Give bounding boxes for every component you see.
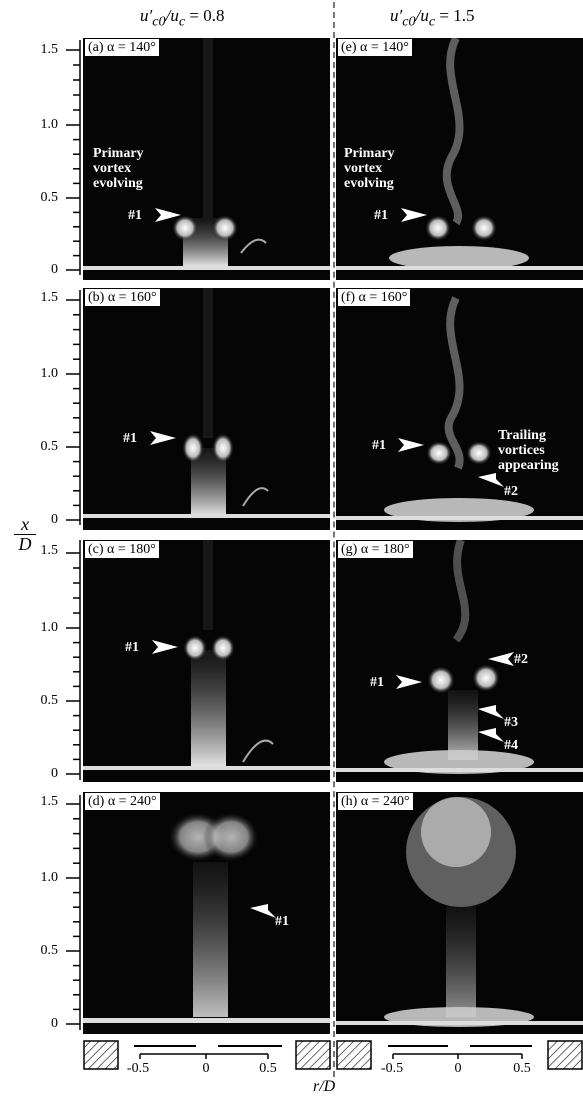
panel-c-marker-1: #1 [125,640,139,655]
panel-h: (h) α = 240° [336,792,583,1034]
panel-a-marker-1: #1 [128,208,142,223]
panel-g-arrow-3-icon [478,705,504,719]
panel-a-label: (a) α = 140° [85,39,159,56]
panel-b-marker-1: #1 [123,431,137,446]
panel-g-marker-1: #1 [370,675,384,690]
panel-e: (e) α = 140° Primary vortex evolving #1 [336,38,583,280]
panel-b-image [83,288,330,518]
panel-f-image [336,296,583,522]
y-tick-1-5-row4: 1.5 [40,794,59,809]
panel-g-label: (g) α = 180° [338,541,413,558]
y-axis-label: x D [14,515,36,554]
y-tick-0-row3: 0 [51,766,58,781]
panel-c: (c) α = 180° #1 [83,540,330,782]
y-tick-0-row4: 0 [51,1016,58,1031]
panel-f-arrow-2-icon [478,473,504,487]
panel-f-annotation: Trailing vortices appearing [498,428,559,473]
nozzle-schematic [83,1040,583,1070]
panel-g-marker-3: #3 [504,715,518,730]
panel-e-annotation: Primary vortex evolving [344,146,395,191]
panel-d-image [83,812,330,1023]
panel-h-image [336,797,583,1027]
panel-g-marker-2: #2 [514,652,528,667]
y-tick-1-0-row1: 1.0 [40,117,59,132]
panel-e-marker-1: #1 [374,208,388,223]
panel-d-label: (d) α = 240° [85,793,160,810]
panel-a: (a) α = 140° Primary vortex evolving #1 [83,38,330,280]
y-tick-0-5-row2: 0.5 [40,439,59,454]
panel-e-arrow-icon [401,208,427,222]
panel-a-arrow-icon [155,208,181,222]
y-axis [66,40,81,1030]
panel-d-marker-1: #1 [275,914,289,929]
x-tick-right-0-5: 0.5 [513,1061,531,1076]
y-tick-1-5-row3: 1.5 [40,543,59,558]
panel-b-arrow-icon [150,431,176,445]
y-tick-1-0-row3: 1.0 [40,620,59,635]
panel-a-image [83,38,330,270]
y-tick-0-5-row3: 0.5 [40,693,59,708]
panel-g-arrow-1-icon [396,675,422,689]
x-axis-label: r/D [313,1078,336,1095]
y-tick-0-row2: 0 [51,512,58,527]
panel-c-label: (c) α = 180° [85,541,159,558]
panel-g-arrow-2-icon [488,652,514,666]
panel-g-marker-4: #4 [504,738,518,753]
y-tick-0-5-row1: 0.5 [40,190,59,205]
y-tick-0-5-row4: 0.5 [40,943,59,958]
panel-g: (g) α = 180° #1 #2 #3 #4 [336,540,583,782]
x-tick-left-0-5: 0.5 [259,1061,277,1076]
y-tick-1-5-row1: 1.5 [40,42,59,57]
y-tick-0-row1: 0 [51,262,58,277]
panel-f-arrow-1-icon [398,438,424,452]
left-column-header: u′c0/uc = 0.8 [140,6,225,30]
panel-d: (d) α = 240° #1 [83,792,330,1034]
panel-e-image [336,38,583,270]
panel-a-annotation: Primary vortex evolving [93,146,144,191]
panel-h-label: (h) α = 240° [338,793,413,810]
right-column-header: u′c0/uc = 1.5 [390,6,475,30]
y-tick-1-0-row4: 1.0 [40,870,59,885]
y-tick-1-0-row2: 1.0 [40,366,59,381]
column-divider [333,2,335,1077]
x-tick-left-0: 0 [202,1061,210,1076]
panel-f-label: (f) α = 160° [338,289,411,306]
panel-d-arrow-icon [250,904,276,918]
panel-f-marker-1: #1 [372,438,386,453]
panel-f: (f) α = 160° Trailing vortices appearing… [336,288,583,530]
panel-f-marker-2: #2 [504,484,518,499]
x-tick-left-minus-0-5: -0.5 [126,1061,150,1076]
panel-c-image [83,540,330,770]
y-tick-1-5-row2: 1.5 [40,290,59,305]
panel-c-arrow-icon [152,640,178,654]
x-tick-right-minus-0-5: -0.5 [380,1061,404,1076]
panel-e-label: (e) α = 140° [338,39,412,56]
panel-b-label: (b) α = 160° [85,289,160,306]
panel-g-image [336,540,583,774]
panel-b: (b) α = 160° #1 [83,288,330,530]
x-tick-right-0: 0 [454,1061,462,1076]
panel-g-arrow-4-icon [478,728,504,742]
